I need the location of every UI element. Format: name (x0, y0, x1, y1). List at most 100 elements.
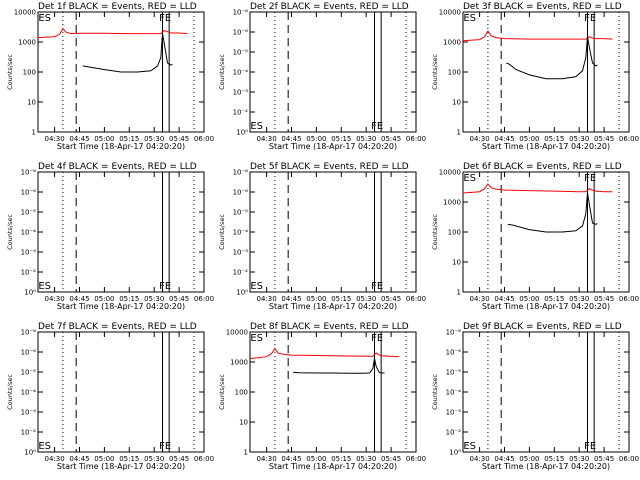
chart-panel-9: Det 9f BLACK = Events, RED = LLD 10⁰ 10⁻² 1… (431, 322, 639, 471)
y-tick-label: 10⁻⁵ (446, 369, 462, 377)
x-tick-label: 04:45 (281, 295, 301, 303)
y-tick-label: 10000 (226, 329, 248, 337)
marker-label-fe: FE (159, 281, 171, 292)
marker-label-fe: FE (371, 333, 383, 344)
y-tick-label: 10⁻⁴ (446, 389, 462, 397)
y-tick-label: 10⁰ (24, 449, 36, 457)
x-tick-label: 05:30 (356, 135, 376, 143)
x-tick-label: 05:45 (594, 135, 614, 143)
x-tick-label: 04:30 (470, 455, 490, 463)
y-tick-label: 100 (235, 389, 248, 397)
y-tick-label: 10⁰ (449, 449, 461, 457)
y-axis-label: Counts/sec (431, 54, 439, 90)
lld-series-line (249, 347, 400, 360)
x-tick-label: 05:00 (519, 455, 539, 463)
x-axis-label: Start Time (18-Apr-17 04:20:20) (482, 142, 610, 151)
y-tick-label: 10⁻⁸ (233, 9, 249, 17)
y-axis-label: Counts/sec (6, 214, 14, 250)
y-axis-label: Counts/sec (218, 54, 226, 90)
lld-series-line (462, 183, 613, 194)
events-series-line (293, 358, 385, 374)
y-tick-label: 10⁻² (21, 269, 37, 277)
y-tick-label: 10⁻² (233, 109, 249, 117)
x-tick-label: 05:45 (381, 135, 401, 143)
x-tick-label: 05:45 (169, 455, 189, 463)
y-tick-label: 10⁻⁴ (233, 229, 249, 237)
x-tick-label: 05:15 (119, 135, 139, 143)
y-tick-label: 10⁻² (21, 429, 37, 437)
events-series-line (506, 36, 598, 80)
y-tick-label: 10⁻³ (21, 409, 37, 417)
y-axis-label: Counts/sec (6, 54, 14, 90)
y-axis-label: Counts/sec (431, 214, 439, 250)
y-tick-label: 10⁻⁵ (233, 49, 249, 57)
y-tick-label: 10⁻⁵ (21, 369, 37, 377)
y-axis-label: Counts/sec (431, 374, 439, 410)
events-series-line (507, 192, 598, 233)
y-tick-label: 10000 (14, 9, 36, 17)
chart-title: Det 3f BLACK = Events, RED = LLD (463, 2, 622, 12)
y-tick-label: 10 (452, 99, 461, 107)
x-tick-label: 05:15 (544, 295, 564, 303)
x-axis-label: Start Time (18-Apr-17 04:20:20) (482, 302, 610, 311)
x-tick-label: 04:30 (470, 135, 490, 143)
y-tick-label: 10⁻⁸ (446, 329, 462, 337)
y-axis-label: Counts/sec (218, 374, 226, 410)
x-axis-label: Start Time (18-Apr-17 04:20:20) (269, 302, 397, 311)
x-tick-label: 05:30 (356, 295, 376, 303)
x-tick-label: 05:15 (331, 455, 351, 463)
x-tick-label: 05:00 (519, 135, 539, 143)
y-tick-label: 10⁻³ (446, 409, 462, 417)
marker-label-fe: FE (159, 441, 171, 452)
x-tick-label: 05:30 (569, 135, 589, 143)
events-series-line (82, 32, 173, 73)
x-tick-label: 04:30 (45, 135, 65, 143)
x-axis-label: Start Time (18-Apr-17 04:20:20) (57, 142, 185, 151)
y-tick-label: 10 (239, 419, 248, 427)
y-tick-label: 1 (457, 129, 461, 137)
y-tick-label: 10⁻⁴ (233, 69, 249, 77)
x-tick-label: 06:00 (194, 135, 214, 143)
x-tick-label: 04:30 (257, 455, 277, 463)
x-tick-label: 05:45 (381, 295, 401, 303)
chart-title: Det 5f BLACK = Events, RED = LLD (250, 162, 409, 172)
x-axis-label: Start Time (18-Apr-17 04:20:20) (269, 142, 397, 151)
x-tick-label: 04:45 (281, 135, 301, 143)
y-tick-label: 10⁻⁶ (233, 189, 249, 197)
x-tick-label: 06:00 (406, 455, 426, 463)
x-tick-label: 05:45 (381, 455, 401, 463)
x-tick-label: 04:45 (281, 455, 301, 463)
x-tick-label: 04:45 (69, 295, 89, 303)
x-tick-label: 05:15 (331, 295, 351, 303)
x-tick-label: 05:00 (94, 455, 114, 463)
y-tick-label: 10⁻⁶ (233, 29, 249, 37)
y-tick-label: 1000 (18, 39, 36, 47)
x-tick-label: 05:00 (519, 295, 539, 303)
y-tick-label: 10⁻⁶ (446, 349, 462, 357)
y-tick-label: 10⁻² (446, 429, 462, 437)
marker-label-es: ES (250, 121, 263, 132)
y-tick-label: 10⁰ (236, 129, 248, 137)
y-tick-label: 100 (23, 69, 36, 77)
x-tick-label: 06:00 (406, 135, 426, 143)
y-tick-label: 10 (452, 259, 461, 267)
y-tick-label: 100 (448, 229, 461, 237)
x-tick-label: 06:00 (619, 135, 639, 143)
y-tick-label: 1000 (443, 199, 461, 207)
x-tick-label: 05:00 (94, 135, 114, 143)
x-tick-label: 04:45 (494, 295, 514, 303)
chart-panel-5: Det 5f BLACK = Events, RED = LLD 10⁰ 10⁻² 1… (218, 162, 426, 311)
x-tick-label: 05:30 (144, 455, 164, 463)
y-axis-label: Counts/sec (218, 214, 226, 250)
x-tick-label: 04:30 (45, 455, 65, 463)
marker-label-es: ES (38, 281, 51, 292)
x-tick-label: 05:15 (331, 135, 351, 143)
y-tick-label: 10⁻⁵ (233, 209, 249, 217)
marker-label-fe: FE (584, 173, 596, 184)
lld-series-line (462, 30, 613, 42)
y-tick-label: 1000 (230, 359, 248, 367)
x-tick-label: 05:45 (169, 135, 189, 143)
chart-title: Det 9f BLACK = Events, RED = LLD (463, 322, 622, 332)
marker-label-es: ES (38, 13, 51, 24)
